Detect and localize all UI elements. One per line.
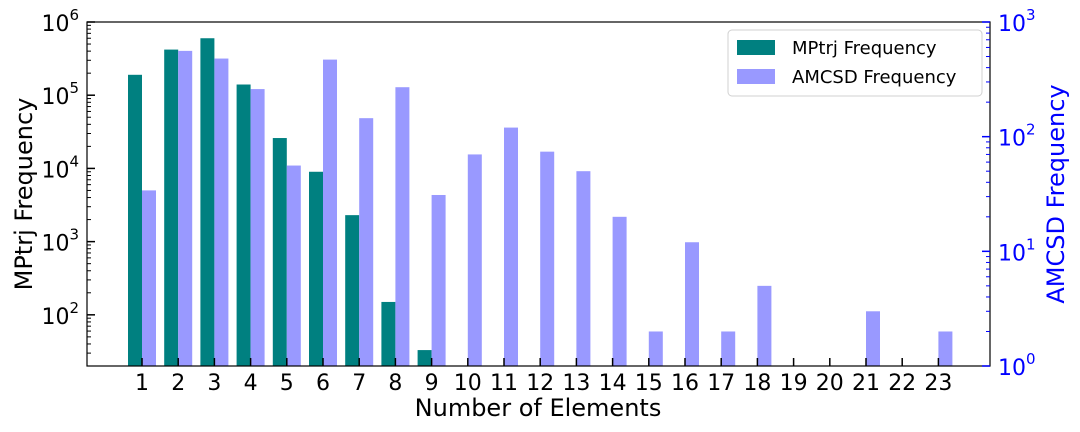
x-tick-label: 7 <box>352 371 366 396</box>
x-tick-label: 14 <box>599 371 627 396</box>
right-tick-label: 101 <box>998 235 1036 266</box>
x-tick-label: 8 <box>388 371 402 396</box>
right-tick-label: 100 <box>998 350 1036 381</box>
bar-mptrj-9 <box>417 350 432 366</box>
amcsd-bars <box>142 50 953 367</box>
legend-swatch-amcsd <box>737 69 775 84</box>
x-tick-label: 21 <box>852 371 880 396</box>
right-tick-label: 103 <box>998 6 1036 37</box>
bar-amcsd-16 <box>685 242 699 366</box>
legend-label-amcsd: AMCSD Frequency <box>792 67 957 88</box>
bar-amcsd-8 <box>395 87 410 367</box>
plot-frame <box>86 21 991 367</box>
bar-mptrj-5 <box>272 138 287 366</box>
right-y-axis: 100 101 102 103 <box>982 6 1036 381</box>
bar-amcsd-9 <box>431 194 446 366</box>
x-tick-label: 17 <box>707 371 735 396</box>
bar-amcsd-23 <box>938 331 953 366</box>
bar-amcsd-7 <box>359 118 374 366</box>
x-tick-label: 20 <box>816 371 844 396</box>
bar-amcsd-18 <box>757 285 772 366</box>
x-tick-label: 10 <box>454 371 482 396</box>
x-tick-label: 22 <box>888 371 916 396</box>
left-tick-label: 103 <box>41 226 79 257</box>
bar-amcsd-4 <box>250 89 265 366</box>
x-tick-label: 6 <box>316 371 330 396</box>
legend-label-mptrj: MPtrj Frequency <box>792 38 937 59</box>
x-tick-label: 9 <box>425 371 439 396</box>
x-tick-label: 3 <box>207 371 221 396</box>
x-tick-label: 23 <box>924 371 952 396</box>
left-tick-label: 105 <box>41 79 79 110</box>
x-tick-label: 16 <box>671 371 699 396</box>
left-y-axis-title: MPtrj Frequency <box>10 98 38 291</box>
legend: MPtrj Frequency AMCSD Frequency <box>727 29 983 97</box>
x-tick-label: 12 <box>526 371 554 396</box>
x-tick-label: 5 <box>280 371 294 396</box>
bar-amcsd-5 <box>286 165 301 366</box>
bar-amcsd-1 <box>142 190 156 366</box>
legend-swatch-mptrj <box>737 40 775 55</box>
left-tick-label: 104 <box>41 152 79 183</box>
bar-amcsd-15 <box>648 331 663 366</box>
bar-mptrj-7 <box>345 215 360 366</box>
bar-mptrj-6 <box>309 171 323 366</box>
mptrj-bars <box>128 38 432 367</box>
x-tick-label: 11 <box>490 371 518 396</box>
bar-mptrj-1 <box>128 74 142 367</box>
left-tick-label: 102 <box>41 299 79 330</box>
x-tick-label: 19 <box>780 371 808 396</box>
bar-mptrj-2 <box>164 49 179 366</box>
x-tick-label: 2 <box>171 371 185 396</box>
bar-amcsd-17 <box>721 331 736 366</box>
bar-amcsd-6 <box>323 59 337 366</box>
left-y-axis: 102 103 104 105 106 <box>41 6 95 354</box>
right-tick-label: 102 <box>998 121 1036 152</box>
x-axis: 1 2 3 4 5 6 7 8 9 10 11 12 13 14 15 16 17 18 19 20 21 22 23 <box>135 358 952 396</box>
bar-amcsd-2 <box>178 50 193 366</box>
bar-amcsd-14 <box>612 216 627 366</box>
x-tick-label: 1 <box>135 371 149 396</box>
bar-amcsd-3 <box>214 58 229 367</box>
bar-amcsd-21 <box>866 311 880 366</box>
x-tick-label: 13 <box>562 371 590 396</box>
bar-mptrj-4 <box>236 84 251 366</box>
x-tick-label: 18 <box>743 371 771 396</box>
x-tick-label: 15 <box>635 371 663 396</box>
x-axis-title: Number of Elements <box>415 394 662 422</box>
bar-amcsd-13 <box>576 171 591 366</box>
left-tick-label: 106 <box>41 6 79 37</box>
bar-amcsd-11 <box>504 127 518 366</box>
bar-mptrj-8 <box>381 301 396 366</box>
right-y-axis-title: AMCSD Frequency <box>1042 84 1070 303</box>
legend-box <box>727 29 983 97</box>
x-tick-label: 4 <box>244 371 258 396</box>
bar-mptrj-3 <box>200 38 215 367</box>
bar-amcsd-10 <box>467 154 482 366</box>
bar-amcsd-12 <box>540 151 555 366</box>
